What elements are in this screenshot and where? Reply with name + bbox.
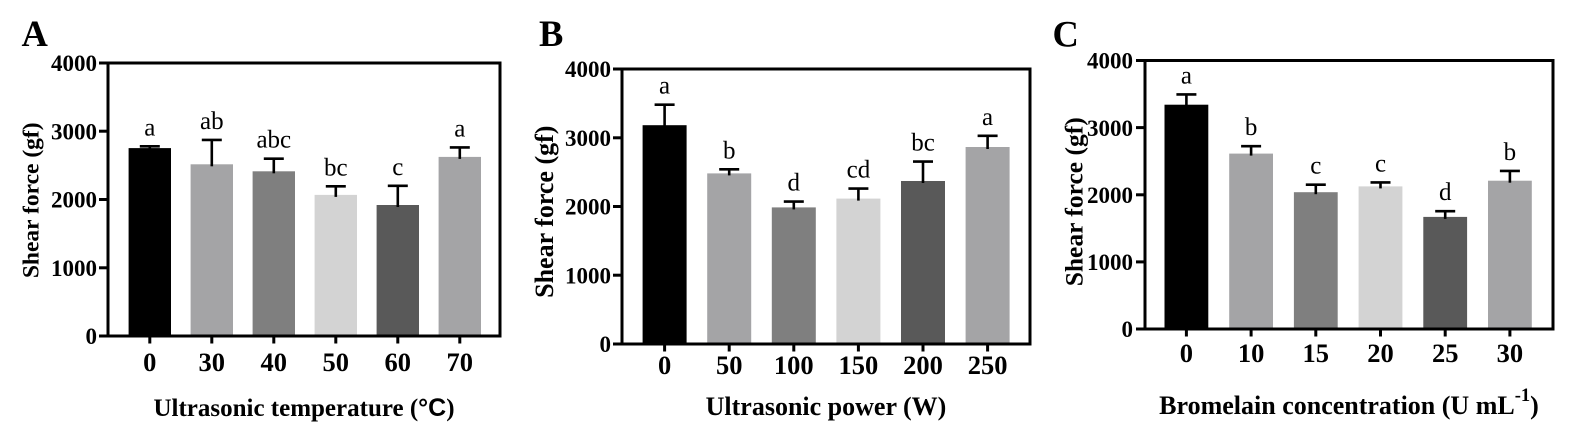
svg-text:3000: 3000 <box>1087 116 1133 141</box>
svg-text:cd: cd <box>847 157 871 184</box>
svg-text:50: 50 <box>716 350 743 380</box>
svg-text:15: 15 <box>1303 338 1330 368</box>
svg-text:ab: ab <box>200 108 224 135</box>
svg-text:a: a <box>659 73 670 100</box>
svg-text:B: B <box>539 13 563 54</box>
svg-text:30: 30 <box>199 347 226 377</box>
svg-text:Shear force (gf): Shear force (gf) <box>1059 117 1088 286</box>
svg-text:4000: 4000 <box>1087 49 1133 74</box>
svg-text:3000: 3000 <box>51 119 97 144</box>
svg-text:bc: bc <box>324 154 348 181</box>
svg-text:a: a <box>1181 62 1192 89</box>
svg-text:Shear force (gf): Shear force (gf) <box>18 122 44 278</box>
svg-text:250: 250 <box>968 350 1008 380</box>
svg-text:2000: 2000 <box>1087 183 1133 208</box>
svg-text:b: b <box>723 137 736 164</box>
svg-text:0: 0 <box>86 324 98 349</box>
svg-text:60: 60 <box>385 347 412 377</box>
svg-text:b: b <box>1504 139 1517 166</box>
svg-text:0: 0 <box>1180 338 1193 368</box>
svg-text:2000: 2000 <box>565 195 611 220</box>
svg-text:10: 10 <box>1238 338 1265 368</box>
svg-text:c: c <box>392 154 403 181</box>
svg-text:a: a <box>144 114 155 141</box>
svg-text:a: a <box>982 104 993 131</box>
svg-text:40: 40 <box>261 347 288 377</box>
svg-text:A: A <box>22 13 49 54</box>
svg-text:0: 0 <box>658 350 671 380</box>
svg-text:0: 0 <box>600 332 612 357</box>
svg-text:Shear force (gf): Shear force (gf) <box>530 126 559 298</box>
svg-text:d: d <box>788 170 801 197</box>
svg-text:50: 50 <box>323 347 350 377</box>
svg-text:d: d <box>1439 179 1452 206</box>
svg-text:25: 25 <box>1432 338 1459 368</box>
svg-text:1000: 1000 <box>565 263 611 288</box>
svg-text:Ultrasonic temperature (°C): Ultrasonic temperature (°C) <box>153 394 454 422</box>
svg-text:c: c <box>1375 150 1386 177</box>
svg-text:0: 0 <box>1122 317 1134 342</box>
svg-text:Ultrasonic power (W): Ultrasonic power (W) <box>706 392 947 421</box>
svg-text:1000: 1000 <box>1087 250 1133 275</box>
svg-text:20: 20 <box>1367 338 1394 368</box>
svg-text:200: 200 <box>903 350 943 380</box>
svg-text:abc: abc <box>256 127 291 154</box>
svg-text:30: 30 <box>1497 338 1524 368</box>
svg-text:3000: 3000 <box>565 126 611 151</box>
svg-text:C: C <box>1053 14 1079 55</box>
svg-text:150: 150 <box>839 350 879 380</box>
svg-text:bc: bc <box>911 130 935 157</box>
svg-text:4000: 4000 <box>565 57 611 82</box>
svg-text:4000: 4000 <box>51 51 97 76</box>
svg-text:a: a <box>454 115 465 142</box>
svg-text:1000: 1000 <box>51 256 97 281</box>
svg-text:c: c <box>1310 153 1321 180</box>
svg-text:100: 100 <box>774 350 814 380</box>
svg-text:Bromelain concentration (U mL-: Bromelain concentration (U mL-1) <box>1159 386 1539 420</box>
svg-text:0: 0 <box>143 347 156 377</box>
svg-text:2000: 2000 <box>51 188 97 213</box>
svg-text:b: b <box>1245 114 1258 141</box>
svg-text:70: 70 <box>447 347 474 377</box>
